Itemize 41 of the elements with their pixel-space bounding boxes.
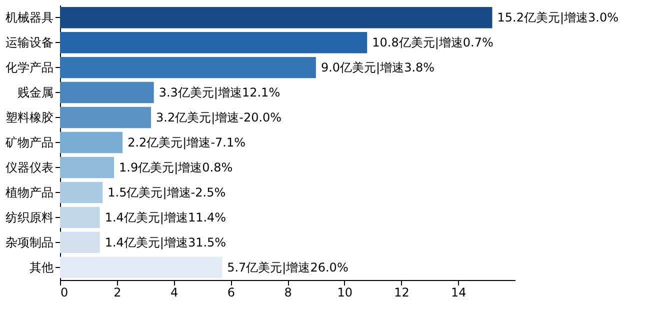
x-tick-label: 2 xyxy=(114,286,122,300)
x-tick-label: 4 xyxy=(170,286,178,300)
data-label: 1.4亿美元|增速31.5% xyxy=(104,235,226,250)
y-tick-label: 运输设备 xyxy=(6,36,54,50)
x-tick-label: 12 xyxy=(394,286,410,300)
y-tick-label: 矿物产品 xyxy=(4,136,54,150)
y-tick-label: 杂项制品 xyxy=(6,235,54,250)
bar xyxy=(60,156,114,178)
y-tick-label: 机械器具 xyxy=(6,10,54,25)
bar xyxy=(60,182,103,204)
data-label: 1.5亿美元|增速-2.5% xyxy=(108,185,226,200)
bar xyxy=(60,232,100,254)
data-label: 15.2亿美元|增速3.0% xyxy=(497,10,618,25)
x-tick-label: 8 xyxy=(284,286,292,300)
y-tick-label: 植物产品 xyxy=(6,185,54,200)
data-label: 3.2亿美元|增速-20.0% xyxy=(156,110,282,125)
x-tick-label: 14 xyxy=(450,286,466,300)
data-label: 5.7亿美元|增速26.0% xyxy=(227,260,348,274)
bar xyxy=(60,256,222,278)
y-tick-label: 其他 xyxy=(30,260,54,274)
bar xyxy=(60,32,368,54)
x-tick-label: 10 xyxy=(337,286,353,300)
x-tick-label: 0 xyxy=(60,286,68,300)
data-label: 2.2亿美元|增速-7.1% xyxy=(128,136,246,150)
data-label: 9.0亿美元|增速3.8% xyxy=(320,60,435,75)
data-label: 3.3亿美元|增速12.1% xyxy=(158,86,280,100)
bar xyxy=(60,7,492,28)
bar xyxy=(60,82,154,104)
data-label: 1.9亿美元|增速0.8% xyxy=(119,160,233,174)
bar xyxy=(60,132,123,154)
y-tick-label: 化学产品 xyxy=(6,60,54,75)
y-tick-label: 纺织原料 xyxy=(6,210,54,224)
data-label: 1.4亿美元|增速11.4% xyxy=(104,210,226,224)
x-tick-label: 6 xyxy=(227,286,235,300)
y-tick-label: 塑料橡胶 xyxy=(6,110,54,125)
data-label: 10.8亿美元|增速0.7% xyxy=(372,36,494,50)
bar xyxy=(60,206,100,228)
bar xyxy=(60,106,151,128)
y-tick-label: 贱金属 xyxy=(18,86,54,100)
y-tick-label: 仪器仪表 xyxy=(6,160,54,174)
bar xyxy=(60,56,316,78)
